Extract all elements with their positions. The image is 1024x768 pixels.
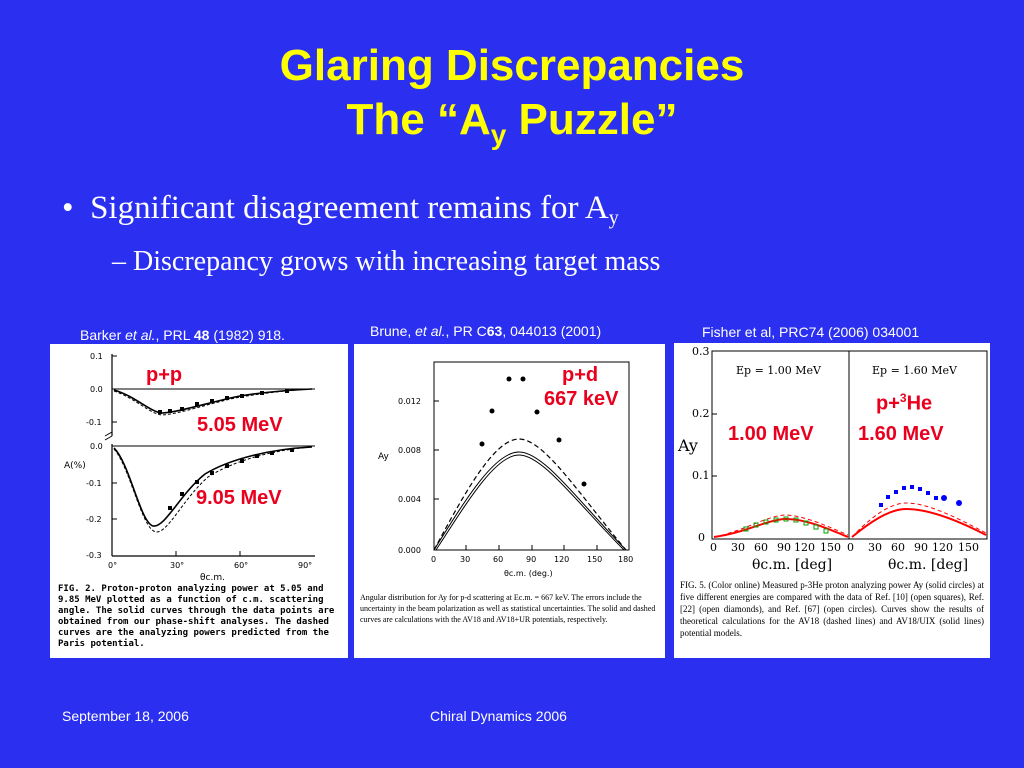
label-pd: p+d: [562, 364, 599, 386]
y-tick: 0.0: [90, 385, 103, 394]
inset-label-right: Ep = 1.60 MeV: [872, 364, 958, 377]
label-pp: p+p: [146, 364, 183, 386]
y-tick: 0.1: [90, 352, 103, 361]
x-tick: 30: [868, 541, 882, 554]
x-tick: 150: [587, 555, 602, 564]
figure-2-panel: 0.012 0.008 0.004 0.000 Ay 0 30 60 90 12…: [354, 344, 665, 658]
x-label: θc.m. (deg.): [504, 569, 553, 578]
inset-label-left: Ep = 1.00 MeV: [736, 364, 822, 377]
x-tick: 90: [777, 541, 791, 554]
figure-1-citation: Barker et al., PRL 48 (1982) 918.: [80, 327, 285, 343]
y-tick: 0.012: [398, 397, 421, 406]
y-tick: 0.2: [692, 407, 710, 420]
x-tick: 90: [914, 541, 928, 554]
footer-date: September 18, 2006: [62, 708, 189, 724]
sub-bullet: – Discrepancy grows with increasing targ…: [112, 246, 661, 277]
x-tick: 90°: [298, 561, 312, 570]
figure-1-plot: 0.1 0.0 -0.1 0.0 -0.1 -0.2 -0.3 A(%) 0° …: [64, 352, 315, 583]
label-5-05-mev: 5.05 MeV: [197, 414, 283, 436]
x-tick: 120: [932, 541, 953, 554]
label-667-kev: 667 keV: [544, 388, 619, 410]
label-1-00-mev: 1.00 MeV: [728, 423, 814, 445]
x-tick: 90: [526, 555, 536, 564]
x-tick: 30: [460, 555, 470, 564]
figure-2-caption: Angular distribution for Ay for p-d scat…: [360, 593, 656, 624]
figure-2-plot: 0.012 0.008 0.004 0.000 Ay 0 30 60 90 12…: [378, 361, 633, 578]
y-tick: 0.000: [398, 546, 421, 555]
x-tick: 60: [891, 541, 905, 554]
y-tick: 0.3: [692, 345, 710, 358]
y-tick: -0.2: [86, 515, 102, 524]
x-label-right: θc.m. [deg]: [888, 557, 968, 573]
x-tick: 60: [493, 555, 503, 564]
title-line-1: Glaring Discrepancies: [279, 41, 745, 90]
x-tick: 0: [847, 541, 854, 554]
figure-1-caption: FIG. 2. Proton-proton analyzing power at…: [58, 584, 335, 649]
x-tick: 30: [731, 541, 745, 554]
figure-3-panel: Ep = 1.00 MeV Ep = 1.60 MeV 0.3 0.2 0.1 …: [674, 343, 990, 658]
x-tick: 180: [618, 555, 633, 564]
figure-3-citation: Fisher et al, PRC74 (2006) 034001: [702, 324, 920, 340]
y-label: A(%): [64, 461, 86, 471]
y-tick: -0.1: [86, 479, 102, 488]
label-9-05-mev: 9.05 MeV: [196, 487, 282, 509]
y-tick: -0.1: [86, 418, 102, 427]
figure-1-panel: 0.1 0.0 -0.1 0.0 -0.1 -0.2 -0.3 A(%) 0° …: [50, 344, 348, 658]
title-line-2: The “Ay Puzzle”: [346, 95, 678, 150]
x-tick: 0°: [108, 561, 117, 570]
label-1-60-mev: 1.60 MeV: [858, 423, 944, 445]
y-tick: 0.1: [692, 469, 710, 482]
x-tick: 150: [820, 541, 841, 554]
x-tick: 60°: [234, 561, 248, 570]
x-tick: 60: [754, 541, 768, 554]
x-tick: 150: [958, 541, 979, 554]
figure-3-caption: FIG. 5. (Color online) Measured p-3He pr…: [680, 580, 984, 638]
y-tick: 0.004: [398, 495, 421, 504]
x-tick: 0: [431, 555, 436, 564]
figure-2-citation: Brune, et al., PR C63, 044013 (2001): [370, 323, 602, 339]
y-tick: 0.0: [90, 442, 103, 451]
y-label: Ay: [677, 436, 698, 455]
x-tick: 120: [794, 541, 815, 554]
x-tick: 120: [554, 555, 569, 564]
y-tick: -0.3: [86, 551, 102, 560]
x-tick: 30°: [170, 561, 184, 570]
y-tick: 0.008: [398, 446, 421, 455]
figure-3-plot: Ep = 1.00 MeV Ep = 1.60 MeV 0.3 0.2 0.1 …: [677, 345, 988, 573]
y-label: Ay: [378, 452, 390, 462]
x-tick: 0: [710, 541, 717, 554]
main-bullet: • Significant disagreement remains for A…: [62, 190, 619, 229]
label-p3he: p+3He: [876, 391, 933, 415]
footer-conference: Chiral Dynamics 2006: [430, 708, 567, 724]
y-tick: 0: [698, 531, 705, 544]
x-label: θc.m.: [200, 573, 225, 583]
x-label-left: θc.m. [deg]: [752, 557, 832, 573]
